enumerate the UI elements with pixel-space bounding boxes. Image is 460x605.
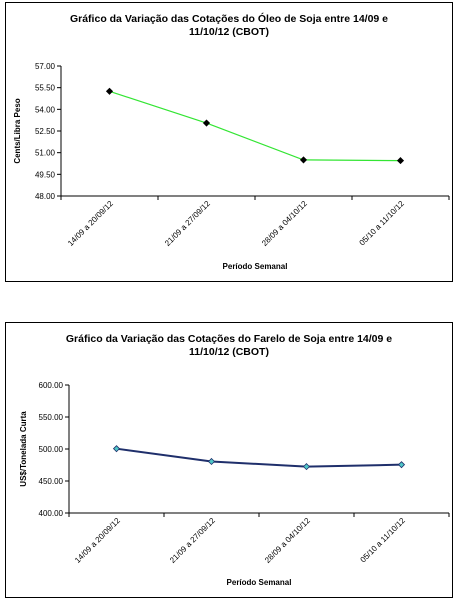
data-point-marker xyxy=(299,156,308,164)
y-tick-label: 54.00 xyxy=(35,105,56,114)
chart-panel-farelo: Gráfico da Variação das Cotações do Fare… xyxy=(5,322,453,598)
x-tick-label: 05/10 a 11/10/12 xyxy=(357,199,406,248)
y-tick-label: 55.50 xyxy=(35,84,56,93)
y-tick-label: 49.50 xyxy=(35,170,56,179)
y-tick-label: 550.00 xyxy=(39,413,64,422)
chart-title: Gráfico da Variação das Cotações do Óleo… xyxy=(6,13,452,39)
data-point-marker xyxy=(396,157,405,165)
chart-oleo-svg: 57.00 55.50 54.00 52.50 51.00 49.50 48.00 14/09… xyxy=(13,62,450,271)
y-tick-label: 52.50 xyxy=(35,127,56,136)
chart-farelo-svg: 600.00 550.00 500.00 450.00 400.00 14/09 a 20… xyxy=(19,381,450,587)
x-tick-label: 28/09 a 04/10/12 xyxy=(260,199,309,248)
x-tick-label: 05/10 a 11/10/12 xyxy=(358,516,407,565)
y-axis-title: US$/Tonelada Curta xyxy=(19,411,28,487)
x-tick-label: 21/09 a 27/09/12 xyxy=(168,516,217,565)
y-tick-label: 450.00 xyxy=(39,477,64,486)
chart-title-line-2: 11/10/12 (CBOT) xyxy=(189,346,269,358)
chart-title-line-1: Gráfico da Variação das Cotações do Fare… xyxy=(65,333,393,345)
x-tick-label: 21/09 a 27/09/12 xyxy=(163,199,212,248)
y-tick-label: 48.00 xyxy=(35,192,56,201)
data-point-marker xyxy=(105,87,114,95)
chart-title-line-2: 11/10/12 (CBOT) xyxy=(189,26,269,38)
x-tick-label: 14/09 a 20/09/12 xyxy=(73,516,122,565)
y-tick-label: 600.00 xyxy=(39,381,64,390)
y-tick-label: 500.00 xyxy=(39,445,64,454)
data-point-marker xyxy=(302,463,311,471)
y-axis-title: Cents/Libra Peso xyxy=(13,98,22,163)
data-point-marker xyxy=(202,119,211,127)
chart-title-line-1: Gráfico da Variação das Cotações do Óleo… xyxy=(69,13,389,25)
y-tick-label: 57.00 xyxy=(35,62,56,71)
data-point-marker xyxy=(207,457,216,466)
y-tick-label: 400.00 xyxy=(39,509,64,518)
data-point-marker xyxy=(112,445,121,453)
x-axis-title: Período Semanal xyxy=(227,578,292,587)
y-tick-label: 51.00 xyxy=(35,149,56,158)
x-tick-label: 28/09 a 04/10/12 xyxy=(263,516,312,565)
chart-title: Gráfico da Variação das Cotações do Fare… xyxy=(6,333,452,359)
data-point-marker xyxy=(397,461,406,469)
x-tick-label: 14/09 a 20/09/12 xyxy=(66,199,115,248)
series-line xyxy=(116,447,402,468)
chart-panel-oleo: Gráfico da Variação das Cotações do Óleo… xyxy=(5,2,453,282)
x-axis-title: Período Semanal xyxy=(223,262,288,271)
series-line xyxy=(109,90,401,162)
